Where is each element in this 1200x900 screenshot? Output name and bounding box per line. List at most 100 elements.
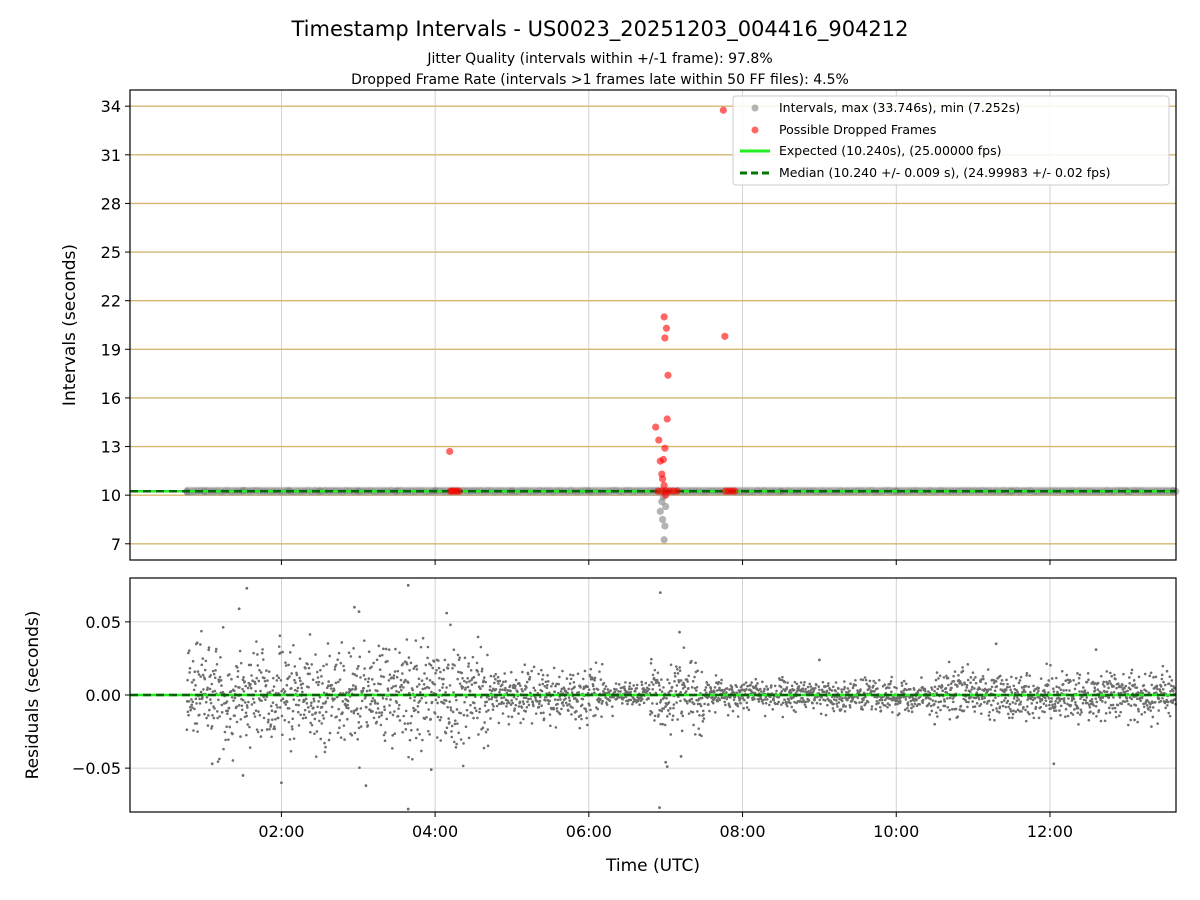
residual-point	[1043, 710, 1046, 714]
residual-point	[1126, 689, 1129, 693]
residual-point	[745, 706, 749, 709]
residual-point	[735, 685, 739, 689]
residual-point	[342, 669, 346, 672]
residual-point	[880, 698, 884, 702]
residual-point	[304, 667, 307, 670]
residual-point	[872, 679, 876, 683]
residual-point	[312, 697, 316, 701]
residual-point	[496, 679, 500, 683]
residual-point	[501, 688, 504, 691]
residual-point	[632, 684, 636, 687]
residual-point	[244, 711, 248, 715]
residual-point	[355, 707, 359, 711]
residual-point	[687, 712, 691, 715]
residual-point	[615, 688, 618, 691]
residual-point	[957, 673, 960, 677]
residual-point	[413, 699, 416, 702]
residual-point	[494, 677, 497, 681]
residual-point	[355, 674, 358, 678]
residual-point	[719, 682, 723, 685]
residual-point	[264, 698, 267, 701]
residual-point	[316, 683, 320, 687]
residual-point	[833, 698, 836, 701]
residual-point	[904, 682, 908, 686]
residual-point	[679, 690, 683, 694]
residual-point	[452, 691, 455, 694]
residual-point	[267, 718, 270, 722]
residual-point	[1091, 680, 1095, 684]
residual-point	[946, 705, 950, 709]
residual-point	[835, 702, 839, 706]
residual-point	[208, 687, 212, 691]
residual-point	[884, 704, 887, 707]
residual-point	[332, 688, 336, 692]
interval-point	[656, 507, 664, 515]
residual-point	[1120, 685, 1123, 689]
residual-point	[672, 703, 676, 706]
residual-point	[336, 731, 340, 735]
residual-point	[287, 663, 290, 667]
residual-point	[705, 691, 708, 694]
residual-point	[1060, 669, 1064, 673]
residual-point	[290, 687, 293, 690]
residual-point	[254, 689, 257, 693]
residual-point	[1112, 690, 1116, 694]
residual-point	[309, 730, 312, 734]
residual-point	[647, 697, 650, 700]
legend-box	[732, 95, 1170, 186]
residual-point	[509, 670, 513, 674]
residual-point	[448, 721, 451, 724]
residual-point	[359, 725, 363, 728]
residual-point	[628, 681, 632, 685]
residual-point	[888, 703, 891, 707]
residual-point	[687, 674, 690, 678]
residual-point	[425, 677, 429, 680]
residual-point	[830, 695, 834, 699]
residual-point	[601, 699, 604, 703]
residual-point	[1157, 697, 1161, 700]
residual-point	[684, 690, 688, 693]
residual-point	[420, 749, 423, 753]
residual-point	[439, 739, 443, 742]
residual-point	[695, 689, 698, 692]
residual-point	[707, 683, 711, 687]
residual-point	[257, 710, 260, 713]
residual-point	[772, 698, 776, 702]
residual-point	[951, 697, 955, 700]
residual-point	[910, 703, 914, 706]
residual-point	[1169, 684, 1173, 687]
residual-point	[994, 680, 998, 683]
residual-point	[279, 651, 282, 655]
residual-point	[426, 645, 430, 649]
residual-point	[1103, 690, 1107, 694]
residual-point	[1094, 704, 1098, 708]
residual-point	[530, 722, 534, 725]
residual-point	[1004, 705, 1008, 709]
residual-point	[580, 703, 584, 707]
residual-point	[651, 702, 654, 705]
residual-point	[966, 663, 970, 666]
residual-point	[415, 667, 419, 671]
residual-point	[586, 685, 590, 689]
residual-point	[921, 698, 925, 702]
residual-point	[558, 675, 561, 679]
residual-point	[642, 701, 646, 705]
residual-point	[866, 700, 870, 704]
residual-point	[572, 680, 576, 684]
residual-point	[741, 688, 744, 691]
residual-point	[718, 686, 721, 690]
residual-point	[674, 665, 678, 668]
residual-point	[442, 668, 446, 672]
residual-point	[484, 730, 488, 734]
residual-point	[407, 656, 411, 659]
residual-point	[255, 676, 259, 680]
residual-point	[266, 691, 270, 695]
residual-point	[275, 679, 279, 682]
residual-point	[670, 689, 673, 693]
residual-point	[630, 687, 633, 691]
residual-point	[979, 680, 982, 684]
residual-point	[856, 689, 859, 692]
residual-point	[527, 703, 531, 707]
residual-point	[568, 702, 571, 706]
residual-point	[227, 738, 230, 741]
